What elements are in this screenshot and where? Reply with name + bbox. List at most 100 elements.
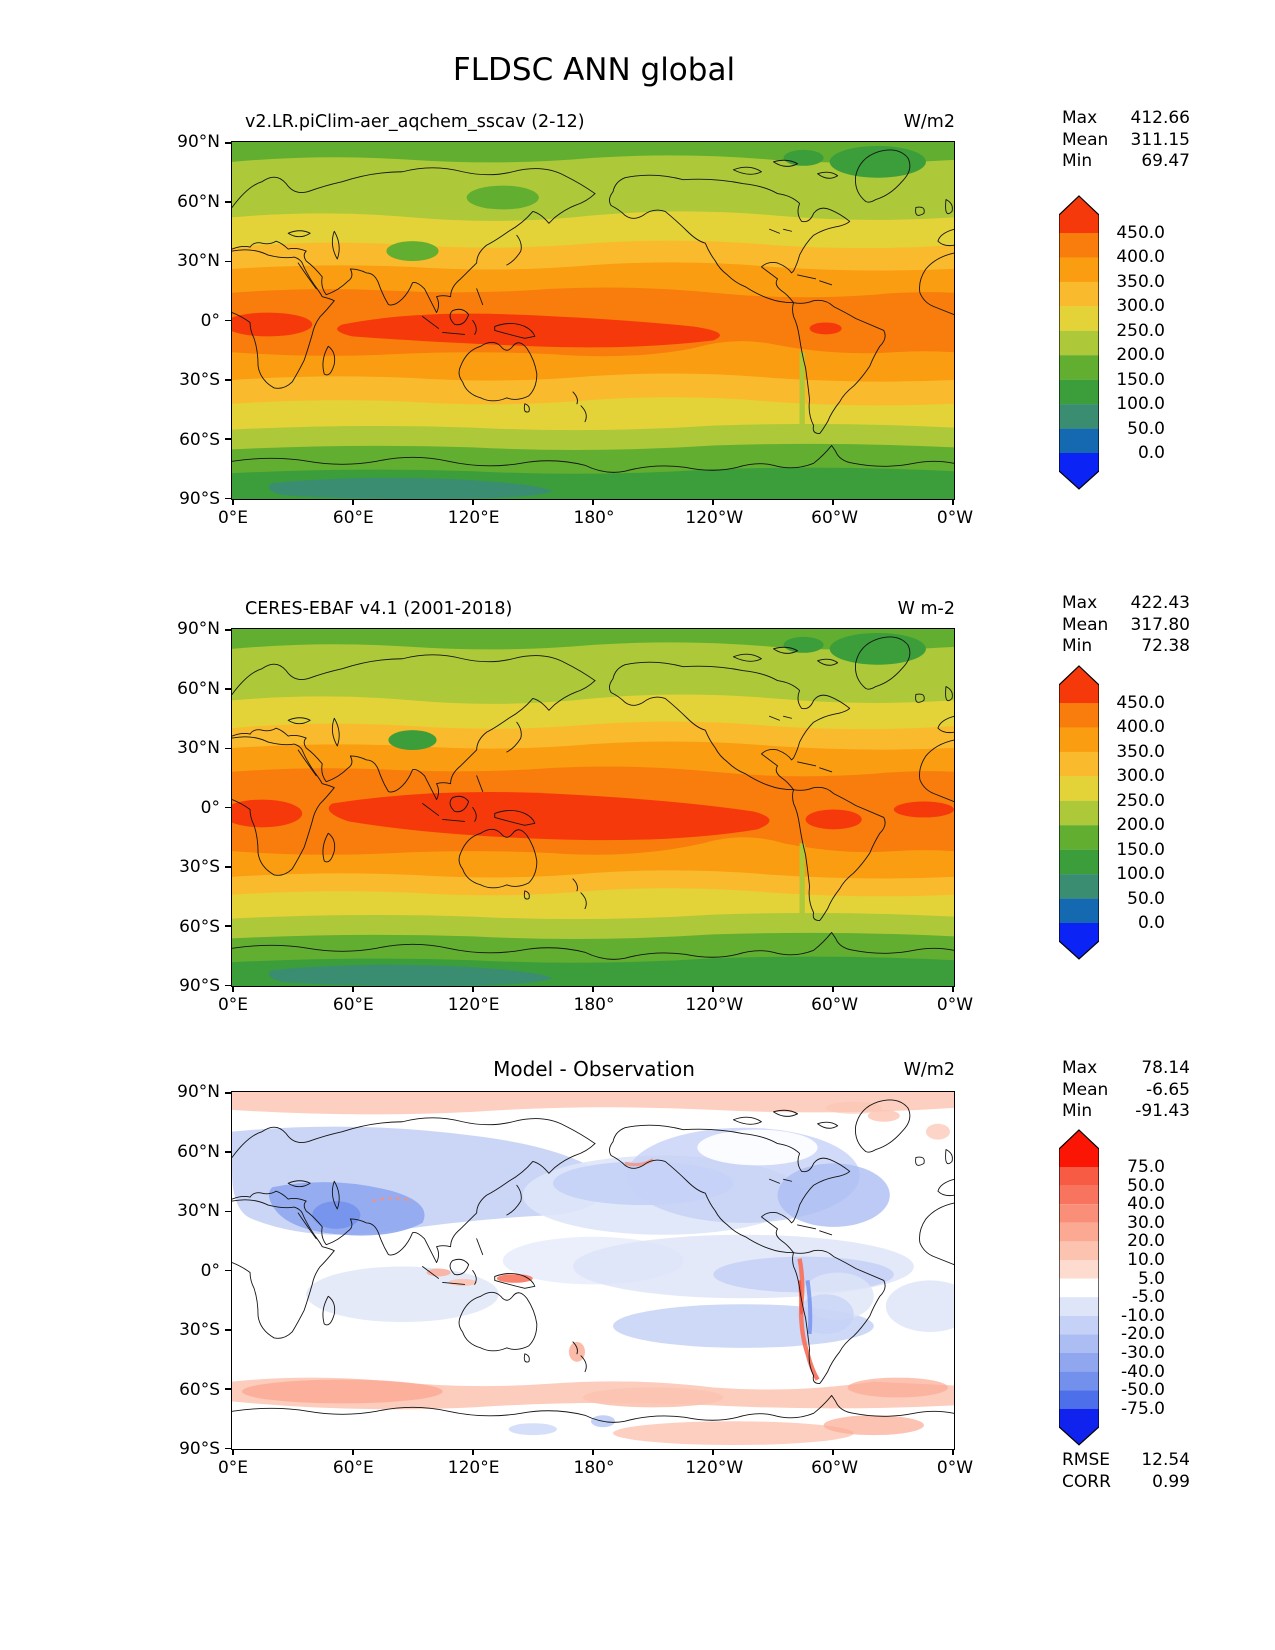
ytick: 90°S [179, 976, 220, 996]
xtick: 120°E [447, 995, 500, 1015]
panel2-map-svg [232, 629, 954, 986]
xtick: 60°W [811, 508, 859, 528]
ytick: 90°N [177, 1082, 220, 1102]
panel2-ytickmarks [225, 629, 231, 986]
cb-tick: 100.0 [1116, 864, 1165, 885]
panel3-xtickmarks [232, 1449, 954, 1455]
panel1-colorbar-labels: 450.0 400.0 350.0 300.0 250.0 200.0 150.… [1107, 223, 1165, 463]
xtick: 60°E [332, 1458, 374, 1478]
cb-tick: 20.0 [1127, 1231, 1165, 1252]
panel2-map [231, 628, 955, 987]
ytick: 60°S [179, 1379, 220, 1400]
cb-tick: 50.0 [1127, 418, 1165, 439]
cb-tick: 250.0 [1116, 320, 1165, 341]
cb-tick: 450.0 [1116, 223, 1165, 243]
metric-label: RMSE [1062, 1450, 1111, 1470]
panel1-yaxis: 90°N 60°N 30°N 0° 30°S 60°S 90°S [150, 132, 220, 509]
ytick: 60°N [177, 191, 220, 212]
cb-tick: 50.0 [1127, 888, 1165, 909]
panel3-stats: Max 78.14 Mean -6.65 Min -91.43 [1062, 1058, 1190, 1123]
ytick: 90°N [177, 132, 220, 152]
xtick: 120°W [685, 995, 744, 1015]
stat-value: 422.43 [1130, 593, 1190, 613]
metric-value: 0.99 [1152, 1471, 1190, 1492]
stat-label: Mean [1062, 1079, 1109, 1100]
panel1-map [231, 141, 955, 500]
panel1-xtickmarks [232, 499, 954, 505]
stat-label: Min [1062, 1101, 1093, 1121]
cb-tick: -20.0 [1121, 1324, 1165, 1345]
panel3-metrics: RMSE 12.54 CORR 0.99 [1062, 1450, 1190, 1493]
cb-tick: 400.0 [1116, 717, 1165, 738]
ytick: 60°N [177, 678, 220, 699]
xtick: 0°E [217, 1458, 249, 1478]
panel2-stats: Max 422.43 Mean 317.80 Min 72.38 [1062, 593, 1190, 658]
figure-title: FLDSC ANN global [452, 52, 736, 88]
panel3-ytickmarks [225, 1092, 231, 1449]
xtick: 120°W [685, 1458, 744, 1478]
cb-tick: 150.0 [1116, 839, 1165, 860]
panel2-field [232, 629, 954, 986]
cb-tick: -40.0 [1121, 1361, 1165, 1382]
cb-tick: 300.0 [1116, 766, 1165, 787]
metric-label: CORR [1062, 1471, 1111, 1492]
stat-label: Min [1062, 151, 1093, 171]
cb-tick: 200.0 [1116, 345, 1165, 366]
cb-tick: 0.0 [1137, 912, 1165, 933]
cb-tick: 5.0 [1137, 1268, 1165, 1289]
stat-label: Mean [1062, 129, 1109, 150]
cb-tick: 30.0 [1127, 1212, 1165, 1233]
xtick: 180° [573, 995, 615, 1015]
ytick: 30°S [179, 857, 220, 877]
xtick: 60°W [811, 1458, 859, 1478]
ytick: 0° [200, 797, 220, 818]
xtick: 180° [573, 508, 615, 528]
ytick: 30°N [177, 738, 220, 758]
ytick: 90°S [179, 489, 220, 509]
cb-tick: 400.0 [1116, 247, 1165, 268]
xtick: 120°E [447, 508, 500, 528]
xtick: 180° [573, 1458, 615, 1478]
panel2-colorbar [1059, 665, 1099, 960]
panel3-map-svg [232, 1092, 954, 1449]
cb-tick: 350.0 [1116, 741, 1165, 762]
stat-value: -6.65 [1146, 1079, 1190, 1100]
panel2-units: W m-2 [897, 599, 955, 619]
stat-value: 317.80 [1130, 614, 1190, 635]
cb-tick: 250.0 [1116, 790, 1165, 811]
panel1-map-svg [232, 142, 954, 499]
ytick: 60°S [179, 429, 220, 450]
cb-tick: -50.0 [1121, 1380, 1165, 1401]
ytick: 0° [200, 1260, 220, 1281]
xtick: 60°E [332, 508, 374, 528]
xtick: 120°E [447, 1458, 500, 1478]
cb-tick: -5.0 [1131, 1287, 1165, 1308]
stat-value: 311.15 [1130, 129, 1190, 150]
panel1-units: W/m2 [903, 112, 955, 132]
panel2-xtickmarks [232, 986, 954, 992]
panel2-yaxis: 90°N 60°N 30°N 0° 30°S 60°S 90°S [150, 619, 220, 996]
cb-tick: 150.0 [1116, 369, 1165, 390]
panel2-colorbar-labels: 450.0 400.0 350.0 300.0 250.0 200.0 150.… [1107, 693, 1165, 933]
xtick: 0°W [936, 995, 974, 1015]
ytick: 30°S [179, 370, 220, 390]
panel1-stats: Max 412.66 Mean 311.15 Min 69.47 [1062, 108, 1190, 173]
stat-value: 412.66 [1130, 108, 1190, 128]
cb-tick: 100.0 [1116, 394, 1165, 415]
stat-value: 69.47 [1141, 151, 1190, 171]
stat-value: -91.43 [1135, 1101, 1190, 1121]
cb-tick: 200.0 [1116, 815, 1165, 836]
stat-label: Max [1062, 1058, 1098, 1078]
stat-label: Mean [1062, 614, 1109, 635]
panel1-colorbar [1059, 195, 1099, 490]
panel3-title: Model - Observation [493, 1057, 695, 1081]
panel3-units: W/m2 [903, 1060, 955, 1080]
xtick: 60°W [811, 995, 859, 1015]
stat-label: Max [1062, 593, 1098, 613]
stat-label: Max [1062, 108, 1098, 128]
ytick: 0° [200, 310, 220, 331]
panel3-yaxis: 90°N 60°N 30°N 0° 30°S 60°S 90°S [150, 1082, 220, 1459]
cb-tick: -10.0 [1121, 1305, 1165, 1326]
cb-tick: 450.0 [1116, 693, 1165, 713]
cb-tick: 50.0 [1127, 1175, 1165, 1196]
